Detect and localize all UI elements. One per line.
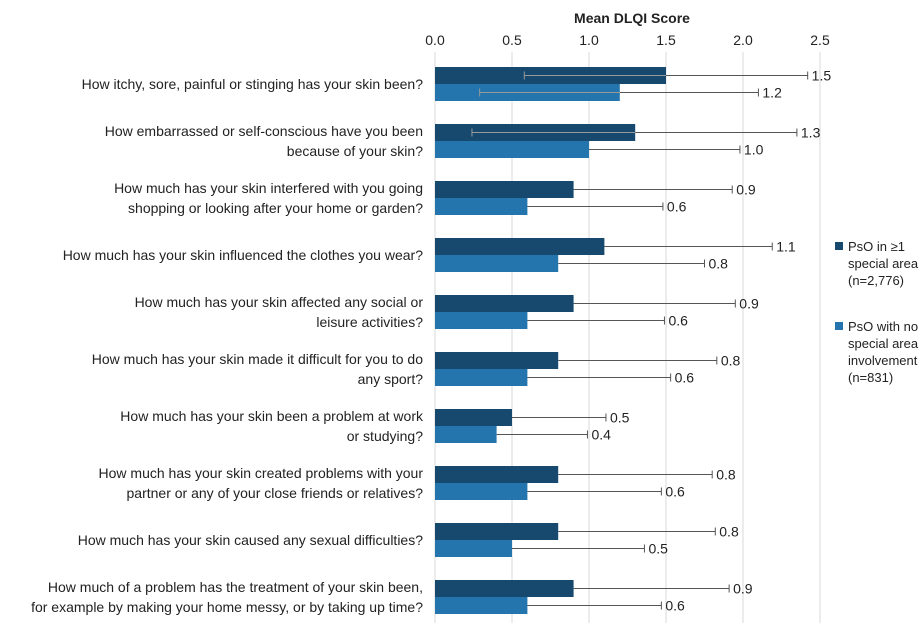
x-tick-label: 2.0 (733, 32, 753, 48)
bar-series-2 (435, 369, 528, 386)
bar-series-1 (435, 580, 574, 597)
category-label: because of your skin? (287, 143, 423, 159)
bar-series-1 (435, 352, 559, 369)
x-tick-label: 2.5 (810, 32, 830, 48)
x-axis-ticks: 0.0 0.5 1.0 1.5 2.0 2.5 (425, 32, 830, 48)
bar-series-1 (435, 523, 559, 540)
category-label: How much has your skin interfered with y… (114, 180, 423, 196)
data-label: 0.9 (739, 296, 759, 312)
x-tick-label: 0.0 (425, 32, 445, 48)
bar-series-2 (435, 312, 528, 329)
data-label: 0.6 (675, 370, 695, 386)
data-label: 0.9 (733, 581, 753, 597)
bar-series-2 (435, 255, 559, 272)
bar-series-2 (435, 198, 528, 215)
data-label: 1.0 (744, 142, 764, 158)
data-label: 1.2 (762, 85, 782, 101)
legend-swatch (835, 322, 843, 330)
bar-series-1 (435, 409, 512, 426)
category-label: How much has your skin created problems … (99, 465, 424, 481)
error-bars (471, 71, 809, 610)
data-label: 0.8 (721, 353, 741, 369)
category-label: How itchy, sore, painful or stinging has… (82, 76, 424, 92)
category-label: any sport? (358, 371, 424, 387)
category-label: or studying? (347, 428, 423, 444)
data-label: 0.5 (648, 541, 668, 557)
chart-title: Mean DLQI Score (574, 10, 690, 26)
legend-label: special area (848, 336, 919, 351)
bar-series-2 (435, 141, 589, 158)
legend-label: special area (848, 256, 919, 271)
category-label: How much of a problem has the treatment … (48, 579, 423, 595)
legend-label: (n=831) (848, 370, 893, 385)
category-label: How much has your skin affected any soci… (135, 294, 424, 310)
data-label: 0.9 (736, 182, 756, 198)
data-label: 0.6 (665, 484, 685, 500)
category-label: for example by making your home messy, o… (31, 599, 423, 615)
data-label: 0.5 (610, 410, 630, 426)
category-label: How embarrassed or self-conscious have y… (105, 123, 423, 139)
legend-label: PsO with no (848, 319, 918, 334)
data-label: 1.3 (801, 125, 821, 141)
data-label: 0.8 (719, 524, 739, 540)
legend: PsO in ≥1 special area (n=2,776) PsO with n… (835, 239, 919, 385)
data-label: 1.1 (776, 239, 796, 255)
bar-series-1 (435, 238, 605, 255)
data-labels: 1.5 1.3 0.9 1.1 0.9 0.8 0.5 0.8 0.8 0.9 1.2 1.0 0.6 0… (591, 68, 831, 614)
legend-label: PsO in ≥1 (848, 239, 905, 254)
legend-label: (n=2,776) (848, 273, 904, 288)
bar-series-2 (435, 483, 528, 500)
bar-series-2 (435, 597, 528, 614)
category-label: How much has your skin caused any sexual… (78, 532, 423, 548)
data-label: 1.5 (812, 68, 832, 84)
legend-label: involvement (848, 353, 918, 368)
category-labels: How itchy, sore, painful or stinging has… (31, 76, 424, 615)
category-label: How much has your skin made it difficult… (92, 351, 423, 367)
x-tick-label: 1.0 (579, 32, 599, 48)
bar-series-1 (435, 295, 574, 312)
category-label: shopping or looking after your home or g… (128, 200, 423, 216)
bar-series-2 (435, 540, 512, 557)
category-label: partner or any of your close friends or … (127, 485, 424, 501)
data-label: 0.4 (591, 427, 611, 443)
data-label: 0.6 (665, 598, 685, 614)
bar-series-1 (435, 466, 559, 483)
data-label: 0.8 (709, 256, 729, 272)
category-label: How much has your skin been a problem at… (120, 408, 424, 424)
x-tick-label: 1.5 (656, 32, 676, 48)
x-tick-label: 0.5 (502, 32, 522, 48)
data-label: 0.8 (716, 467, 736, 483)
category-label: leisure activities? (316, 314, 423, 330)
bar-series-2 (435, 426, 497, 443)
bar-series-1 (435, 181, 574, 198)
legend-swatch (835, 242, 843, 250)
data-label: 0.6 (667, 199, 687, 215)
category-label: How much has your skin influenced the cl… (63, 247, 424, 263)
data-label: 0.6 (668, 313, 688, 329)
